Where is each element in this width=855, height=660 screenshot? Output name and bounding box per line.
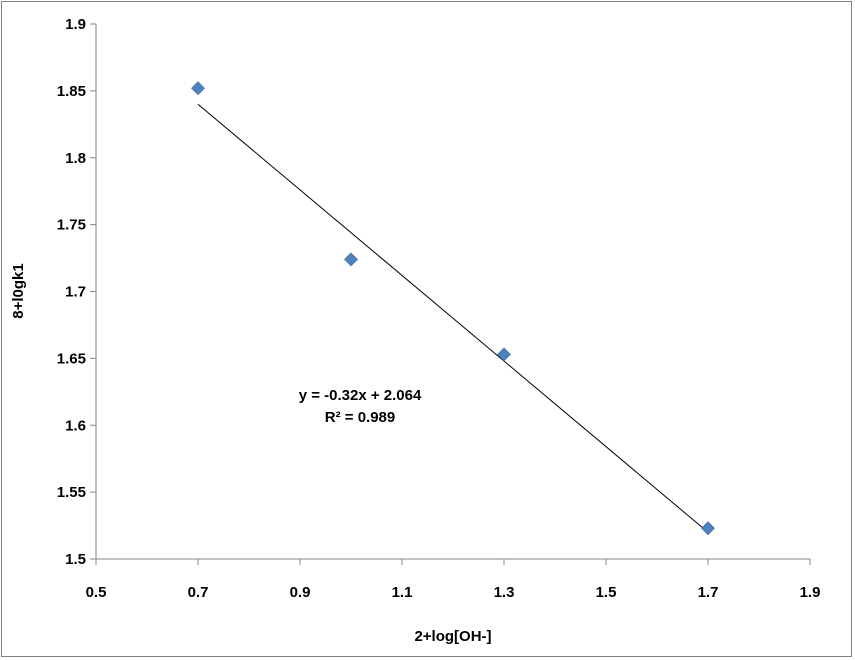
y-tick-label: 1.7 — [65, 284, 86, 301]
x-axis-ticks: 0.5 0.7 0.9 1.1 1.3 1.5 1.7 1.9 — [86, 559, 821, 601]
x-tick-label: 1.1 — [392, 584, 413, 601]
x-axis-title: 2+log[OH-] — [414, 628, 491, 645]
trendline-r-squared: R² = 0.989 — [325, 409, 395, 426]
y-tick-label: 1.65 — [57, 350, 86, 367]
data-point-marker — [191, 81, 205, 96]
x-tick-label: 0.7 — [188, 584, 209, 601]
y-tick-label: 1.55 — [57, 484, 86, 501]
y-axis-ticks: 1.5 1.55 1.6 1.65 1.7 1.75 1.8 1.85 1.9 — [57, 16, 96, 568]
x-tick-label: 1.9 — [800, 584, 821, 601]
y-tick-label: 1.6 — [65, 417, 86, 434]
y-tick-label: 1.85 — [57, 83, 86, 100]
x-tick-label: 0.5 — [86, 584, 107, 601]
axes — [95, 24, 810, 560]
data-point-marker — [497, 347, 511, 362]
y-tick-label: 1.8 — [65, 150, 86, 167]
x-tick-label: 0.9 — [290, 584, 311, 601]
x-tick-label: 1.5 — [596, 584, 617, 601]
data-points — [191, 81, 715, 536]
trendline — [197, 103, 709, 533]
y-axis-title: 8+l0gk1 — [10, 263, 27, 318]
data-point-marker — [344, 252, 358, 267]
x-tick-label: 1.7 — [698, 584, 719, 601]
data-point-marker — [701, 521, 715, 536]
trendline-equation: y = -0.32x + 2.064 — [299, 387, 422, 404]
y-tick-label: 1.9 — [65, 16, 86, 33]
y-tick-label: 1.5 — [65, 551, 86, 568]
y-tick-label: 1.75 — [57, 217, 86, 234]
x-tick-label: 1.3 — [494, 584, 515, 601]
